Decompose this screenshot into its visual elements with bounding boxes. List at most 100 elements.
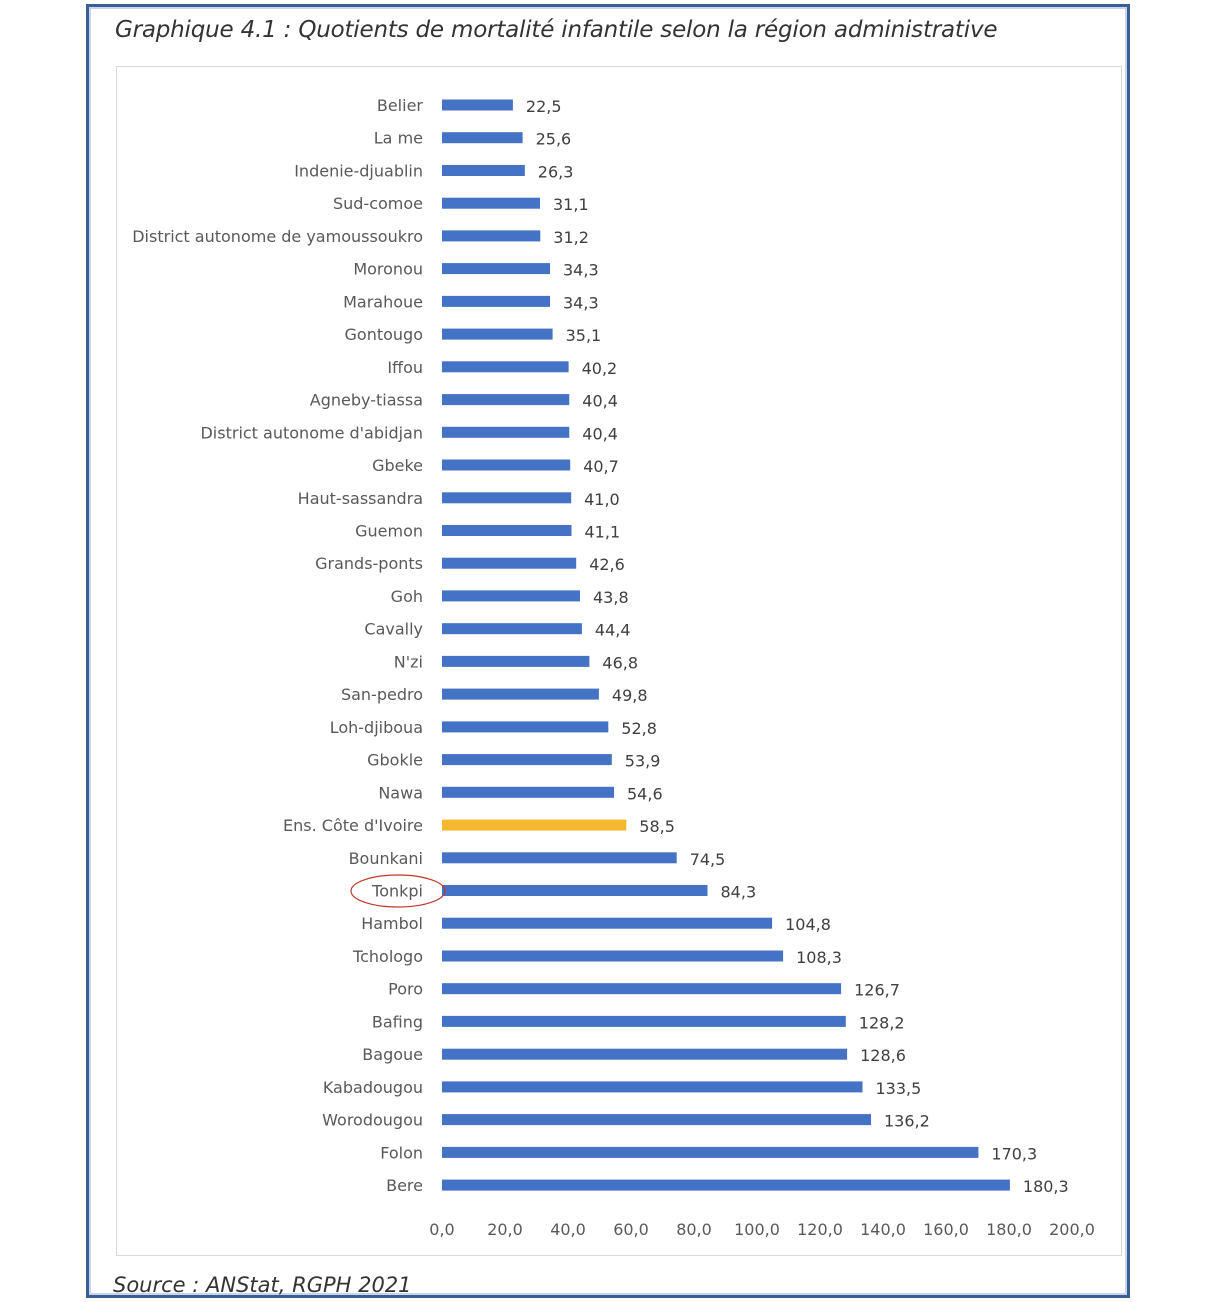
bar-bafing bbox=[442, 1015, 846, 1027]
category-label-san-pedro: San-pedro bbox=[341, 685, 423, 704]
bar-bagoue bbox=[442, 1048, 848, 1060]
value-label-guemon: 41,1 bbox=[585, 523, 621, 542]
bar-la-me bbox=[442, 132, 523, 144]
plot-area-border bbox=[116, 66, 1122, 1256]
category-label-cavally: Cavally bbox=[364, 620, 423, 639]
category-label-haut-sassandra: Haut-sassandra bbox=[298, 489, 423, 508]
source-note: Source : ANStat, RGPH 2021 bbox=[113, 1273, 412, 1297]
category-label-gontougo: Gontougo bbox=[345, 325, 423, 344]
category-label-district-autonome-d-abidjan: District autonome d'abidjan bbox=[200, 423, 423, 442]
x-tick-label: 200,0 bbox=[1049, 1220, 1095, 1239]
value-label-worodougou: 136,2 bbox=[884, 1112, 930, 1131]
bar-sud-comoe bbox=[442, 197, 540, 209]
category-label-bafing: Bafing bbox=[372, 1012, 423, 1031]
category-label-kabadougou: Kabadougou bbox=[323, 1078, 423, 1097]
value-label-indenie-djuablin: 26,3 bbox=[538, 163, 574, 182]
category-label-loh-djiboua: Loh-djiboua bbox=[330, 718, 423, 737]
bars-layer bbox=[442, 99, 1010, 1191]
bar-hambol bbox=[442, 917, 773, 929]
x-tick-label: 140,0 bbox=[860, 1220, 906, 1239]
category-label-sud-comoe: Sud-comoe bbox=[333, 194, 423, 213]
bar-gbeke bbox=[442, 459, 571, 471]
bar-grands-ponts bbox=[442, 557, 577, 569]
value-label-cavally: 44,4 bbox=[595, 621, 631, 640]
category-label-tonkpi: Tonkpi bbox=[371, 882, 423, 901]
highlight-circle bbox=[350, 874, 446, 908]
value-label-tchologo: 108,3 bbox=[796, 948, 842, 967]
category-label-n-zi: N'zi bbox=[394, 652, 423, 671]
x-tick-label: 160,0 bbox=[923, 1220, 969, 1239]
bar-guemon bbox=[442, 525, 572, 536]
x-tick-label: 100,0 bbox=[734, 1220, 780, 1239]
value-label-nawa: 54,6 bbox=[627, 784, 663, 803]
annotation-layer bbox=[350, 874, 446, 908]
value-label-marahoue: 34,3 bbox=[563, 293, 599, 312]
value-label-belier: 22,5 bbox=[526, 97, 562, 116]
bar-district-autonome-d-abidjan bbox=[442, 426, 570, 438]
value-label-loh-djiboua: 52,8 bbox=[621, 719, 657, 738]
x-tick-label: 60,0 bbox=[613, 1220, 649, 1239]
bar-loh-djiboua bbox=[442, 721, 609, 733]
category-label-worodougou: Worodougou bbox=[322, 1111, 423, 1130]
x-tick-label: 180,0 bbox=[986, 1220, 1032, 1239]
bar-belier bbox=[442, 99, 513, 111]
value-label-poro: 126,7 bbox=[854, 981, 900, 1000]
value-label-la-me: 25,6 bbox=[536, 130, 572, 149]
category-label-bere: Bere bbox=[386, 1176, 423, 1195]
bar-district-autonome-de-yamoussoukro bbox=[442, 230, 541, 242]
bar-bounkani bbox=[442, 852, 677, 864]
value-label-bafing: 128,2 bbox=[859, 1013, 905, 1032]
bar-ens-cote-d-ivoire bbox=[442, 819, 627, 831]
value-label-ens-cote-d-ivoire: 58,5 bbox=[639, 817, 675, 836]
bar-tonkpi bbox=[442, 885, 708, 896]
category-label-poro: Poro bbox=[388, 980, 423, 999]
category-label-goh: Goh bbox=[391, 587, 423, 606]
value-label-sud-comoe: 31,1 bbox=[553, 195, 589, 214]
bar-iffou bbox=[442, 361, 569, 373]
category-label-indenie-djuablin: Indenie-djuablin bbox=[294, 162, 423, 181]
value-label-gbeke: 40,7 bbox=[583, 457, 619, 476]
value-label-iffou: 40,2 bbox=[582, 359, 618, 378]
value-label-district-autonome-d-abidjan: 40,4 bbox=[582, 424, 618, 443]
bar-marahoue bbox=[442, 295, 550, 307]
value-label-n-zi: 46,8 bbox=[602, 653, 638, 672]
bar-indenie-djuablin bbox=[442, 165, 525, 176]
value-label-gontougo: 35,1 bbox=[566, 326, 602, 345]
category-label-gbokle: Gbokle bbox=[367, 751, 423, 770]
category-label-agneby-tiassa: Agneby-tiassa bbox=[310, 391, 423, 410]
bar-bere bbox=[442, 1179, 1010, 1191]
value-label-tonkpi: 84,3 bbox=[721, 883, 757, 902]
x-tick-label: 40,0 bbox=[550, 1220, 586, 1239]
value-label-moronou: 34,3 bbox=[563, 261, 599, 280]
category-label-grands-ponts: Grands-ponts bbox=[315, 554, 423, 573]
category-label-moronou: Moronou bbox=[353, 260, 423, 279]
x-tick-label: 20,0 bbox=[487, 1220, 523, 1239]
bar-worodougou bbox=[442, 1114, 871, 1126]
category-label-iffou: Iffou bbox=[387, 358, 423, 377]
bar-kabadougou bbox=[442, 1081, 863, 1093]
x-tick-label: 120,0 bbox=[797, 1220, 843, 1239]
category-label-la-me: La me bbox=[374, 129, 423, 148]
chart-title: Graphique 4.1 : Quotients de mortalité i… bbox=[115, 17, 998, 43]
value-label-goh: 43,8 bbox=[593, 588, 629, 607]
value-label-bounkani: 74,5 bbox=[690, 850, 726, 869]
bar-moronou bbox=[442, 263, 550, 275]
category-label-tchologo: Tchologo bbox=[352, 947, 423, 966]
category-label-gbeke: Gbeke bbox=[372, 456, 423, 475]
bar-poro bbox=[442, 983, 842, 995]
value-label-bagoue: 128,6 bbox=[860, 1046, 906, 1065]
value-label-haut-sassandra: 41,0 bbox=[584, 490, 620, 509]
value-label-grands-ponts: 42,6 bbox=[589, 555, 625, 574]
category-label-bounkani: Bounkani bbox=[349, 849, 423, 868]
x-axis-ticks-layer: 0,0 20,0 40,0 60,0 80,0 100,0 120,0 140,0 160,0 1… bbox=[429, 1220, 1095, 1239]
bar-folon bbox=[442, 1146, 979, 1158]
bar-goh bbox=[442, 590, 580, 602]
x-tick-label: 0,0 bbox=[429, 1220, 454, 1239]
value-label-hambol: 104,8 bbox=[785, 915, 831, 934]
bar-nawa bbox=[442, 786, 614, 798]
value-label-kabadougou: 133,5 bbox=[876, 1079, 922, 1098]
bar-gbokle bbox=[442, 754, 612, 766]
category-label-belier: Belier bbox=[377, 96, 424, 115]
bar-agneby-tiassa bbox=[442, 394, 570, 406]
